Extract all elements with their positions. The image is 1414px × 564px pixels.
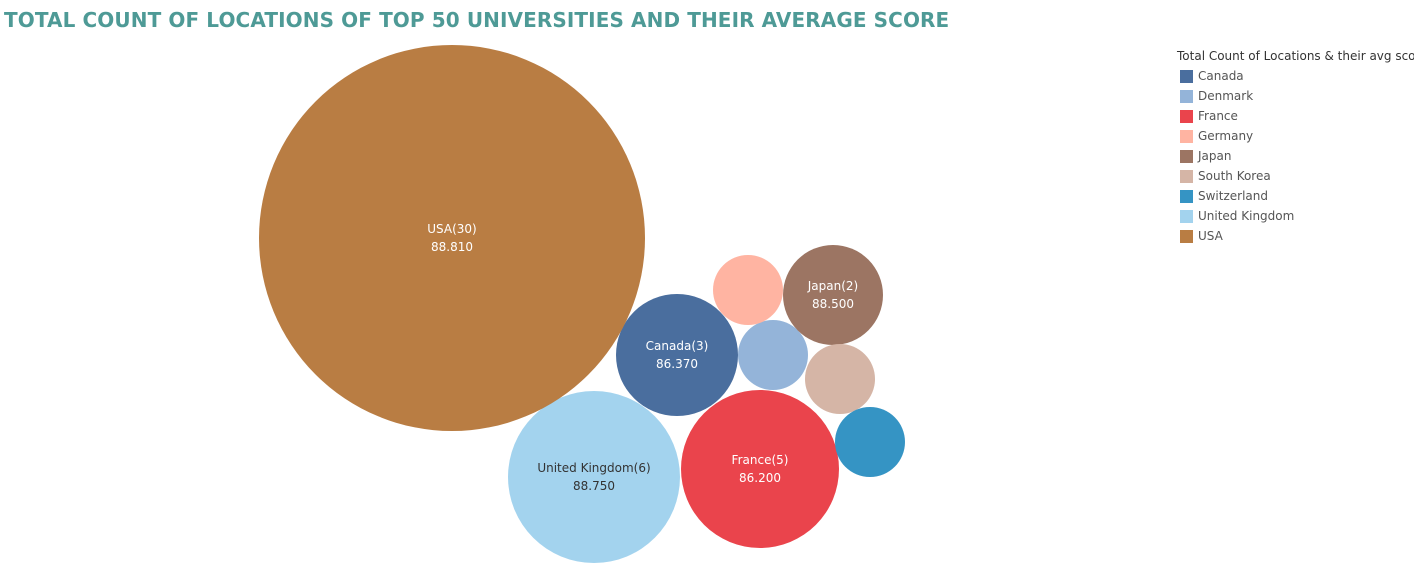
legend-item-switzerland[interactable]: Switzerland (1177, 186, 1413, 206)
chart-title: TOTAL COUNT OF LOCATIONS OF TOP 50 UNIVE… (4, 8, 950, 32)
legend-label: Denmark (1198, 89, 1254, 103)
legend-label: France (1198, 109, 1238, 123)
bubble-usa[interactable] (259, 45, 645, 431)
bubble-value-usa: 88.810 (431, 240, 473, 254)
bubble-value-france: 86.200 (739, 471, 781, 485)
legend-item-germany[interactable]: Germany (1177, 126, 1413, 146)
bubble-value-canada: 86.370 (656, 357, 698, 371)
bubble-south-korea[interactable] (805, 344, 875, 414)
legend-label: USA (1198, 229, 1223, 243)
legend-swatch (1180, 189, 1193, 203)
bubble-label-canada: Canada(3) (646, 339, 709, 353)
legend-item-south-korea[interactable]: South Korea (1177, 166, 1413, 186)
bubble-germany[interactable] (713, 255, 783, 325)
bubble-denmark[interactable] (738, 320, 808, 390)
bubble-value-japan: 88.500 (812, 297, 854, 311)
legend: Total Count of Locations & their avg sco… (1177, 48, 1414, 246)
legend-item-united-kingdom[interactable]: United Kingdom (1177, 206, 1413, 226)
bubble-label-united-kingdom: United Kingdom(6) (537, 461, 650, 475)
bubble-label-usa: USA(30) (427, 222, 476, 236)
legend-swatch (1180, 69, 1193, 83)
legend-item-canada[interactable]: Canada (1177, 66, 1413, 86)
legend-swatch (1180, 149, 1193, 163)
bubble-label-france: France(5) (732, 453, 789, 467)
bubble-value-united-kingdom: 88.750 (573, 479, 615, 493)
bubble-france[interactable] (681, 390, 839, 548)
legend-label: Canada (1198, 69, 1244, 83)
bubble-canada[interactable] (616, 294, 738, 416)
legend-item-japan[interactable]: Japan (1177, 146, 1413, 166)
bubble-switzerland[interactable] (835, 407, 905, 477)
legend-swatch (1180, 229, 1193, 243)
legend-title: Total Count of Locations & their avg sco… (1177, 49, 1414, 63)
legend-items: Canada Denmark France Germany Japan South Kor… (1177, 66, 1413, 246)
legend-label: Japan (1198, 149, 1232, 163)
bubble-label-japan: Japan(2) (807, 279, 858, 293)
legend-swatch (1180, 89, 1193, 103)
legend-item-france[interactable]: France (1177, 106, 1413, 126)
legend-swatch (1180, 129, 1193, 143)
legend-label: United Kingdom (1198, 209, 1295, 223)
bubble-japan[interactable] (783, 245, 883, 345)
legend-swatch (1180, 209, 1193, 223)
legend-label: Germany (1198, 129, 1254, 143)
legend-swatch (1180, 109, 1193, 123)
legend-label: Switzerland (1198, 189, 1268, 203)
bubble-united-kingdom[interactable] (508, 391, 680, 563)
legend-label: South Korea (1198, 169, 1271, 183)
legend-item-denmark[interactable]: Denmark (1177, 86, 1413, 106)
legend-swatch (1180, 169, 1193, 183)
legend-item-usa[interactable]: USA (1177, 226, 1413, 246)
